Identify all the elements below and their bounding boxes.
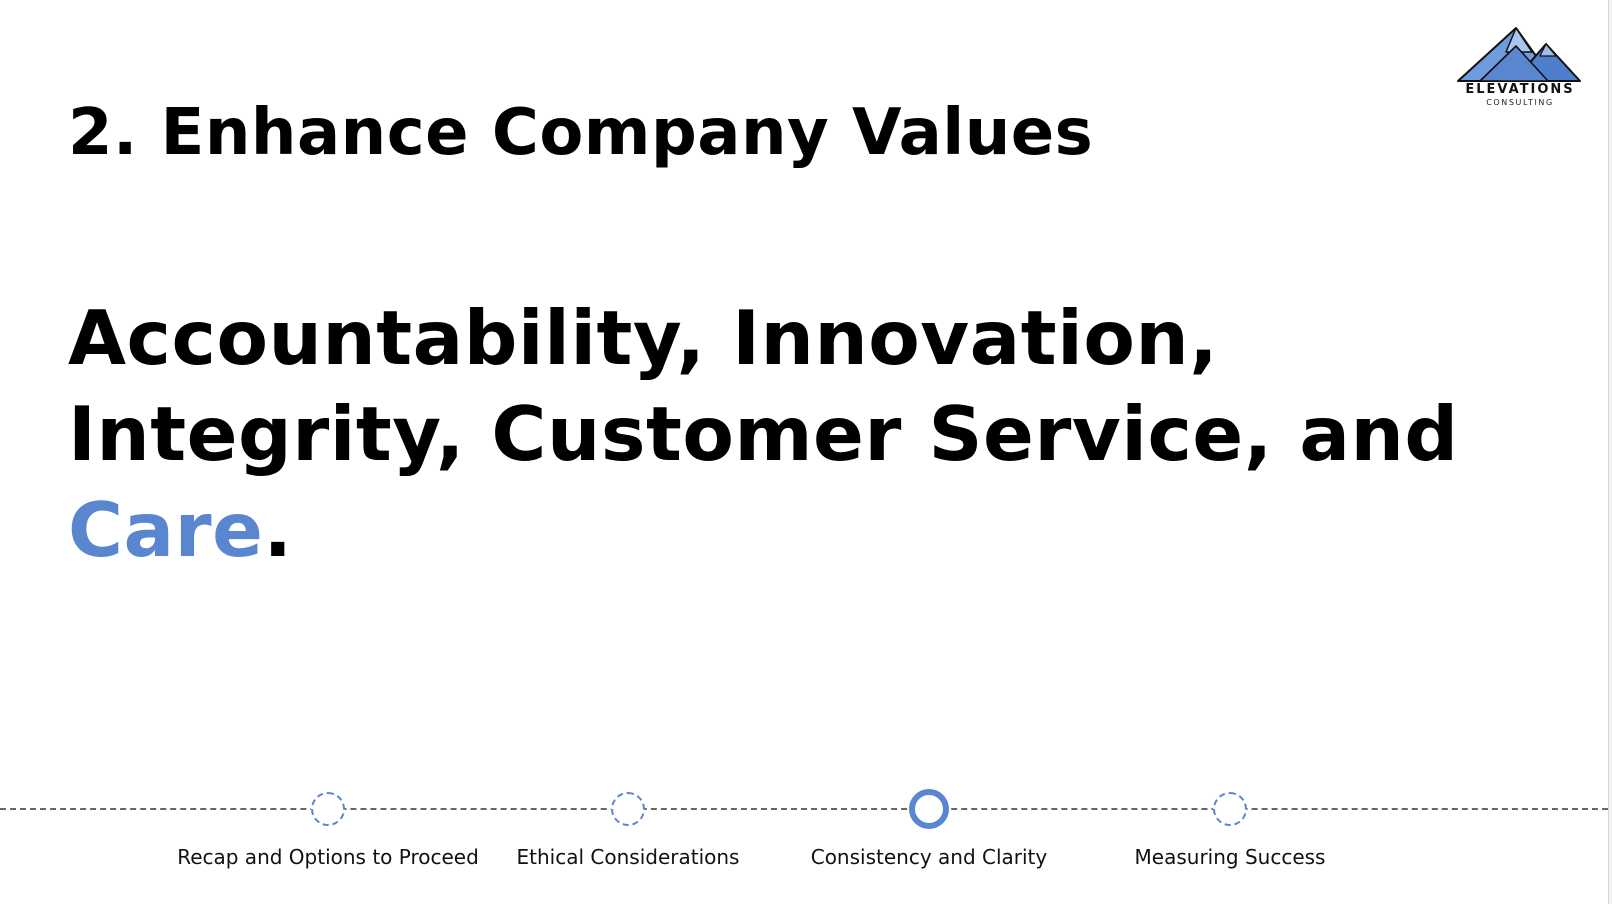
slide-edge <box>1608 0 1612 904</box>
statement-line-3: Care. <box>68 482 1528 578</box>
timeline-label-recap[interactable]: Recap and Options to Proceed <box>177 845 479 869</box>
timeline-label-consistency[interactable]: Consistency and Clarity <box>810 845 1048 869</box>
page-title: 2. Enhance Company Values <box>68 96 1094 170</box>
timeline-dashed-line <box>0 808 1608 810</box>
progress-timeline: Recap and Options to Proceed Ethical Con… <box>0 760 1612 870</box>
statement-line-2: Integrity, Customer Service, and <box>68 390 1459 478</box>
timeline-node-ethical[interactable] <box>611 792 645 826</box>
values-statement: Accountability, Innovation, Integrity, C… <box>68 290 1528 578</box>
timeline-label-measuring[interactable]: Measuring Success <box>1134 845 1326 869</box>
statement-period: . <box>263 486 293 574</box>
timeline-label-ethical[interactable]: Ethical Considerations <box>516 845 740 869</box>
timeline-node-consistency[interactable] <box>909 789 949 829</box>
company-logo: ELEVATIONS CONSULTING <box>1456 24 1584 112</box>
statement-accent-word: Care <box>68 486 264 574</box>
logo-subtitle: CONSULTING <box>1486 98 1554 107</box>
statement-line-1: Accountability, Innovation, <box>68 294 1219 382</box>
timeline-node-measuring[interactable] <box>1213 792 1247 826</box>
logo-name: ELEVATIONS <box>1465 82 1575 97</box>
mountain-icon <box>1457 27 1581 82</box>
timeline-node-recap[interactable] <box>311 792 345 826</box>
